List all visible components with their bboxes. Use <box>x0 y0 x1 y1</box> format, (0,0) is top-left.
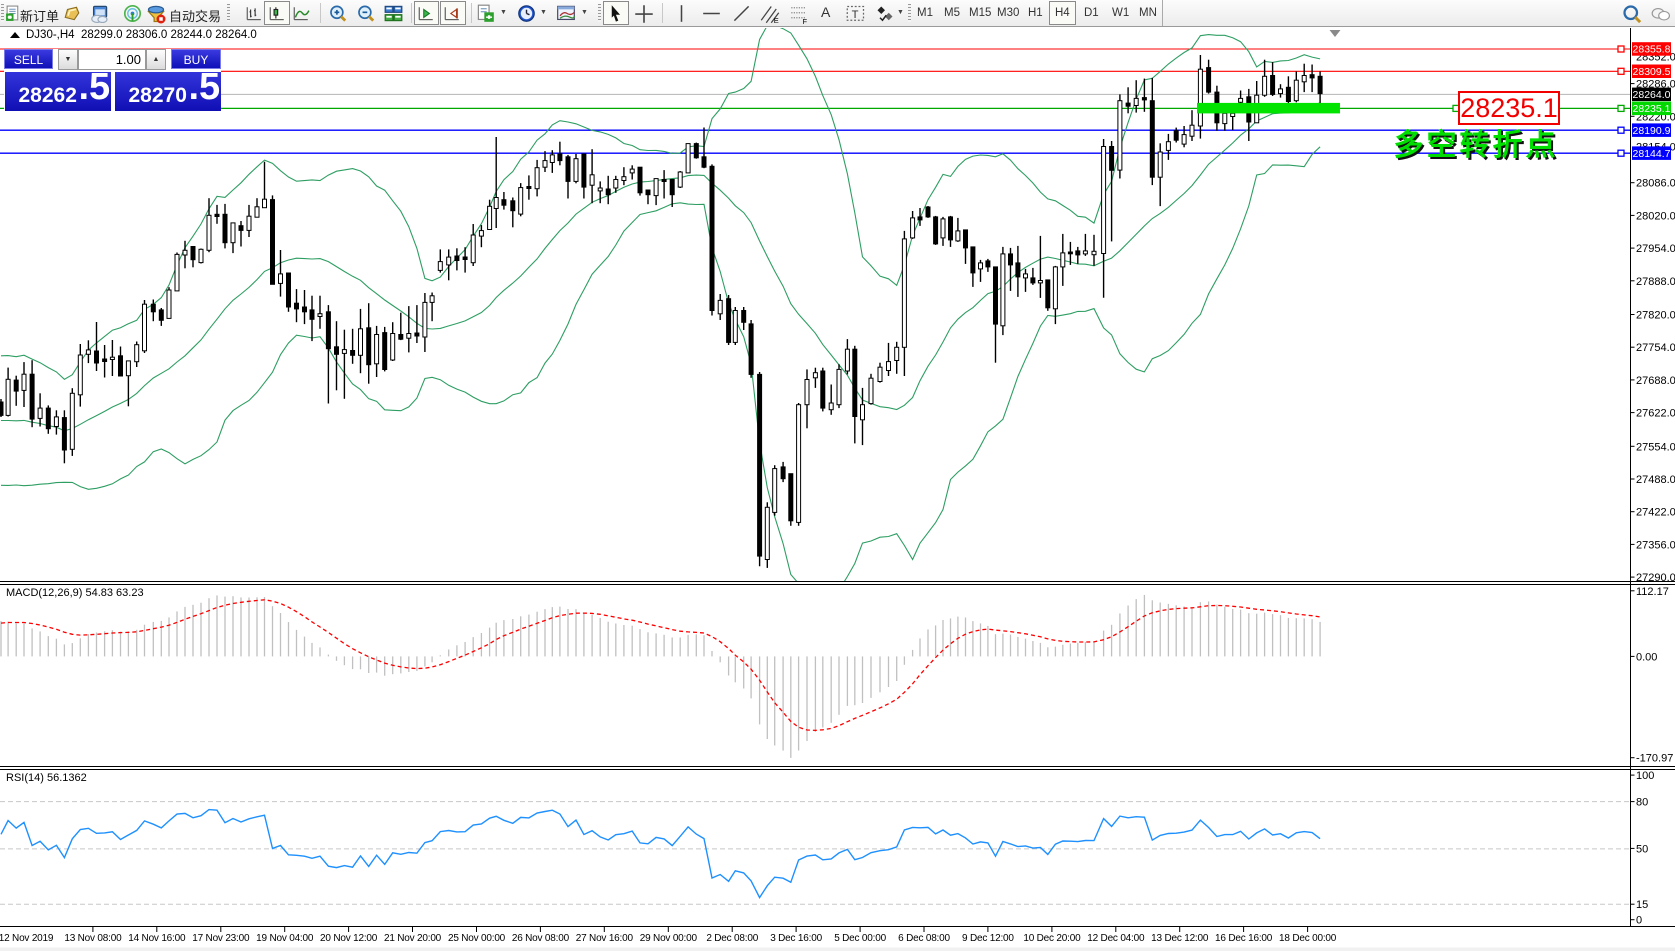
svg-text:27 Nov 16:00: 27 Nov 16:00 <box>576 933 634 944</box>
svg-text:25 Nov 00:00: 25 Nov 00:00 <box>448 933 506 944</box>
svg-text:27688.0: 27688.0 <box>1636 375 1675 387</box>
svg-text:3 Dec 16:00: 3 Dec 16:00 <box>770 933 822 944</box>
svg-text:27888.0: 27888.0 <box>1636 276 1675 288</box>
svg-text:26 Nov 08:00: 26 Nov 08:00 <box>512 933 570 944</box>
svg-text:20 Nov 12:00: 20 Nov 12:00 <box>320 933 378 944</box>
svg-text:RSI(14) 56.1362: RSI(14) 56.1362 <box>6 772 87 784</box>
svg-text:多空转折点: 多空转折点 <box>1396 131 1561 164</box>
svg-text:50: 50 <box>1636 843 1648 855</box>
svg-text:27622.0: 27622.0 <box>1636 408 1675 420</box>
svg-text:-170.97: -170.97 <box>1636 753 1673 765</box>
svg-text:12 Nov 2019: 12 Nov 2019 <box>0 933 54 944</box>
svg-text:13 Dec 12:00: 13 Dec 12:00 <box>1151 933 1209 944</box>
svg-text:21 Nov 20:00: 21 Nov 20:00 <box>384 933 442 944</box>
svg-text:15: 15 <box>1636 899 1648 911</box>
svg-text:多空转折点: 多空转折点 <box>1394 129 1559 162</box>
svg-text:19 Nov 04:00: 19 Nov 04:00 <box>256 933 314 944</box>
svg-text:28264.0: 28264.0 <box>1633 89 1671 101</box>
svg-text:27754.0: 27754.0 <box>1636 342 1675 354</box>
svg-text:27356.0: 27356.0 <box>1636 539 1675 551</box>
svg-text:28355.8: 28355.8 <box>1633 44 1671 56</box>
svg-text:18 Dec 00:00: 18 Dec 00:00 <box>1279 933 1337 944</box>
svg-text:27954.0: 27954.0 <box>1636 243 1675 255</box>
svg-text:28020.0: 28020.0 <box>1636 210 1675 222</box>
svg-text:10 Dec 20:00: 10 Dec 20:00 <box>1023 933 1081 944</box>
svg-text:27820.0: 27820.0 <box>1636 310 1675 322</box>
svg-text:28086.0: 28086.0 <box>1636 178 1675 190</box>
svg-text:DJ30-,H4 28299.0 28306.0 2824: DJ30-,H4 28299.0 28306.0 28244.0 28264.0 <box>26 29 257 41</box>
svg-text:6 Dec 08:00: 6 Dec 08:00 <box>898 933 950 944</box>
svg-text:E: E <box>774 16 779 24</box>
svg-text:28309.5: 28309.5 <box>1633 66 1671 78</box>
svg-text:0: 0 <box>1636 915 1642 927</box>
svg-text:16 Dec 16:00: 16 Dec 16:00 <box>1215 933 1273 944</box>
svg-text:100: 100 <box>1636 770 1654 782</box>
svg-text:13 Nov 08:00: 13 Nov 08:00 <box>64 933 122 944</box>
svg-text:28144.7: 28144.7 <box>1633 148 1671 160</box>
svg-text:5 Dec 00:00: 5 Dec 00:00 <box>834 933 886 944</box>
svg-text:29 Nov 00:00: 29 Nov 00:00 <box>640 933 698 944</box>
svg-text:28235.1: 28235.1 <box>1633 103 1671 115</box>
svg-text:80: 80 <box>1636 797 1648 809</box>
svg-text:12 Dec 04:00: 12 Dec 04:00 <box>1087 933 1145 944</box>
svg-text:14 Nov 16:00: 14 Nov 16:00 <box>128 933 186 944</box>
svg-text:27422.0: 27422.0 <box>1636 507 1675 519</box>
svg-text:MACD(12,26,9) 54.83 63.23: MACD(12,26,9) 54.83 63.23 <box>6 587 144 599</box>
svg-text:112.17: 112.17 <box>1636 586 1669 598</box>
svg-text:27488.0: 27488.0 <box>1636 474 1675 486</box>
svg-text:T: T <box>852 9 859 21</box>
svg-text:2 Dec 08:00: 2 Dec 08:00 <box>706 933 758 944</box>
svg-text:27290.0: 27290.0 <box>1636 572 1675 584</box>
svg-text:28190.9: 28190.9 <box>1633 125 1671 137</box>
svg-text:27554.0: 27554.0 <box>1636 441 1675 453</box>
svg-text:0.00: 0.00 <box>1636 651 1657 663</box>
svg-text:17 Nov 23:00: 17 Nov 23:00 <box>192 933 250 944</box>
svg-text:28235.1: 28235.1 <box>1460 93 1558 123</box>
svg-text:9 Dec 12:00: 9 Dec 12:00 <box>962 933 1014 944</box>
svg-text:F: F <box>803 17 808 24</box>
